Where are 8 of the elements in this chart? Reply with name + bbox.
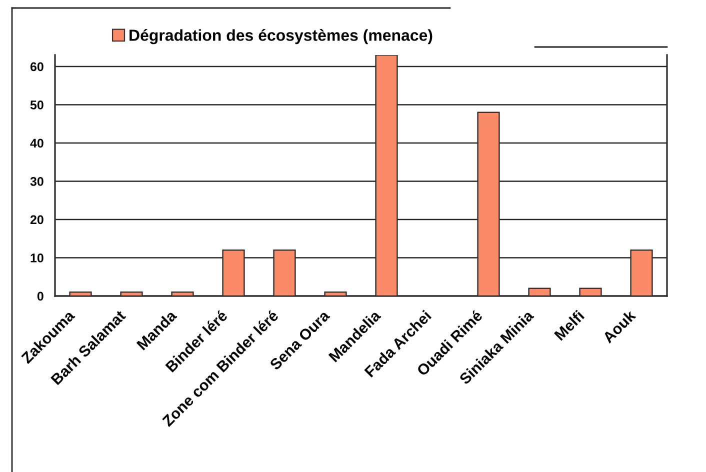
y-tick-label: 30 (30, 177, 44, 186)
y-tick-label: 10 (30, 254, 44, 262)
y-tick-label: 40 (30, 138, 44, 148)
y-tick-label: 0 (37, 292, 44, 301)
legend-label: Dégradation des écosystèmes (menace) (130, 29, 432, 44)
y-tick-label: 20 (30, 215, 44, 224)
y-tick-label: 60 (30, 62, 44, 72)
y-tick-label: 50 (30, 100, 44, 110)
